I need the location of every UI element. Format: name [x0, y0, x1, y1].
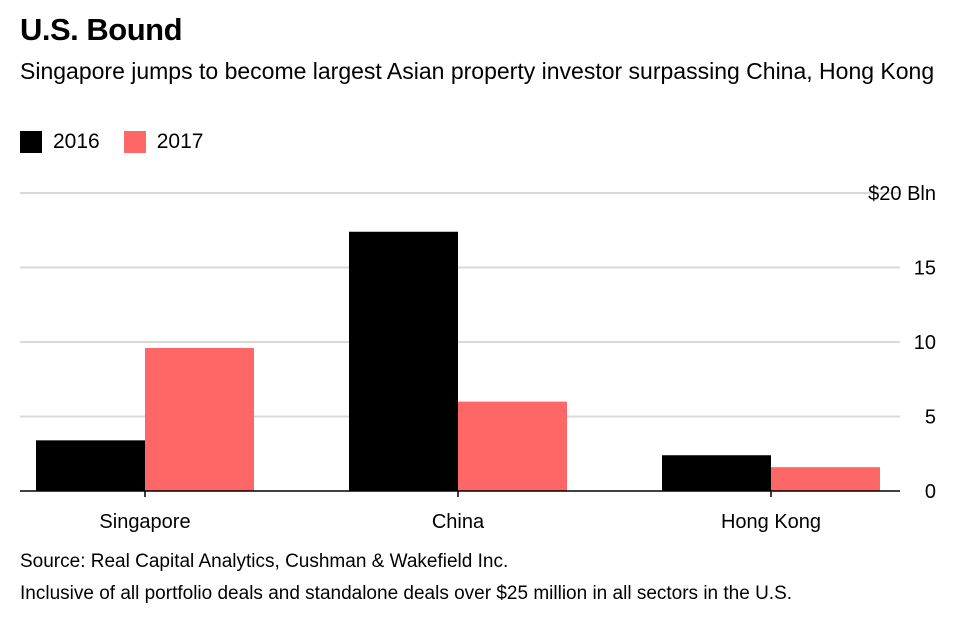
- x-tick-label-hong-kong: Hong Kong: [721, 511, 821, 533]
- y-tick-label-5: 5: [925, 407, 936, 429]
- y-tick-label-15: 15: [914, 258, 936, 280]
- legend-label-2017: 2017: [156, 130, 204, 153]
- bar-singapore-2016: [36, 440, 145, 491]
- x-tick-label-china: China: [432, 511, 485, 533]
- bar-china-2016: [349, 231, 458, 492]
- legend-item-2017: 2017: [123, 130, 204, 154]
- y-tick-label-0: 0: [925, 481, 936, 503]
- legend-swatch-2016: [20, 131, 42, 153]
- bar-hong-kong-2017: [771, 467, 880, 491]
- x-tick-label-singapore: Singapore: [99, 511, 190, 533]
- chart-subtitle: Singapore jumps to become largest Asian …: [20, 58, 935, 84]
- legend-swatch-2017: [123, 131, 146, 153]
- legend-item-2016: 2016: [20, 130, 100, 154]
- bar-singapore-2017: [145, 347, 254, 491]
- y-tick-label-10: 10: [914, 332, 936, 354]
- source-note: Source: Real Capital Analytics, Cushman …: [20, 551, 509, 572]
- chart-title: U.S. Bound: [20, 12, 183, 47]
- footnote: Inclusive of all portfolio deals and sta…: [20, 583, 793, 604]
- legend-label-2016: 2016: [53, 130, 100, 153]
- bar-hong-kong-2016: [662, 455, 771, 491]
- legend: 2016 2017: [20, 129, 227, 155]
- bar-china-2017: [458, 401, 567, 491]
- y-tick-label-20: $20 Bln: [868, 183, 936, 205]
- bar-chart: 0 5 10 15 $20 Bln Singapore China Hong Kong: [20, 183, 936, 533]
